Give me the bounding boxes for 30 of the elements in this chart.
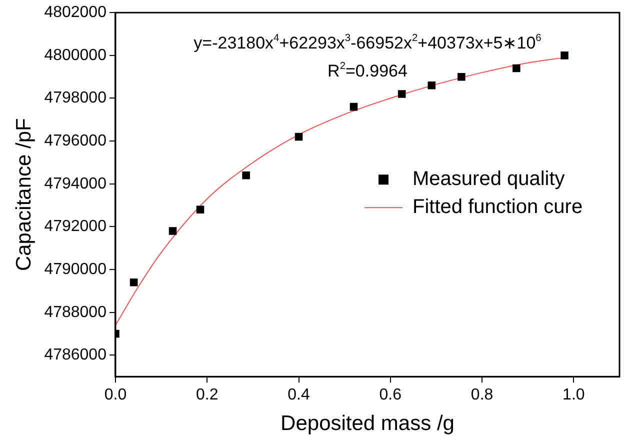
x-tick-label: 1.0: [562, 386, 585, 404]
point: [428, 82, 436, 90]
y-tick-label: 4786000: [44, 346, 107, 364]
point: [350, 102, 358, 111]
point: [130, 278, 138, 286]
y-tick-label: 4802000: [44, 4, 107, 22]
y-tick-label: 4790000: [44, 260, 107, 278]
point: [242, 171, 250, 180]
point: [196, 206, 204, 214]
legend-label: Fitted function cure: [412, 196, 583, 218]
point: [560, 52, 568, 60]
y-tick-label: 4796000: [44, 132, 107, 150]
y-tick-label: 4800000: [44, 46, 107, 64]
y-axis-title: Capacitance /pF: [12, 118, 36, 272]
x-tick-label: 0.6: [379, 386, 402, 404]
point: [458, 72, 466, 81]
legend-label: Measured quality: [412, 168, 565, 190]
x-axis-title: Deposited mass /g: [280, 412, 454, 436]
point: [294, 132, 303, 141]
y-tick-label: 4794000: [44, 175, 107, 192]
y-tick-label: 4792000: [44, 218, 107, 236]
x-tick-label: 0.8: [470, 386, 494, 404]
y-tick-label: 4788000: [44, 304, 107, 321]
point: [398, 90, 406, 98]
x-tick-label: 0.0: [104, 386, 127, 404]
x-tick-label: 0.4: [288, 386, 310, 404]
y-tick-label: 4798000: [44, 90, 107, 107]
point: [512, 64, 520, 72]
point: [168, 227, 177, 235]
x-tick-label: 0.2: [196, 386, 218, 404]
